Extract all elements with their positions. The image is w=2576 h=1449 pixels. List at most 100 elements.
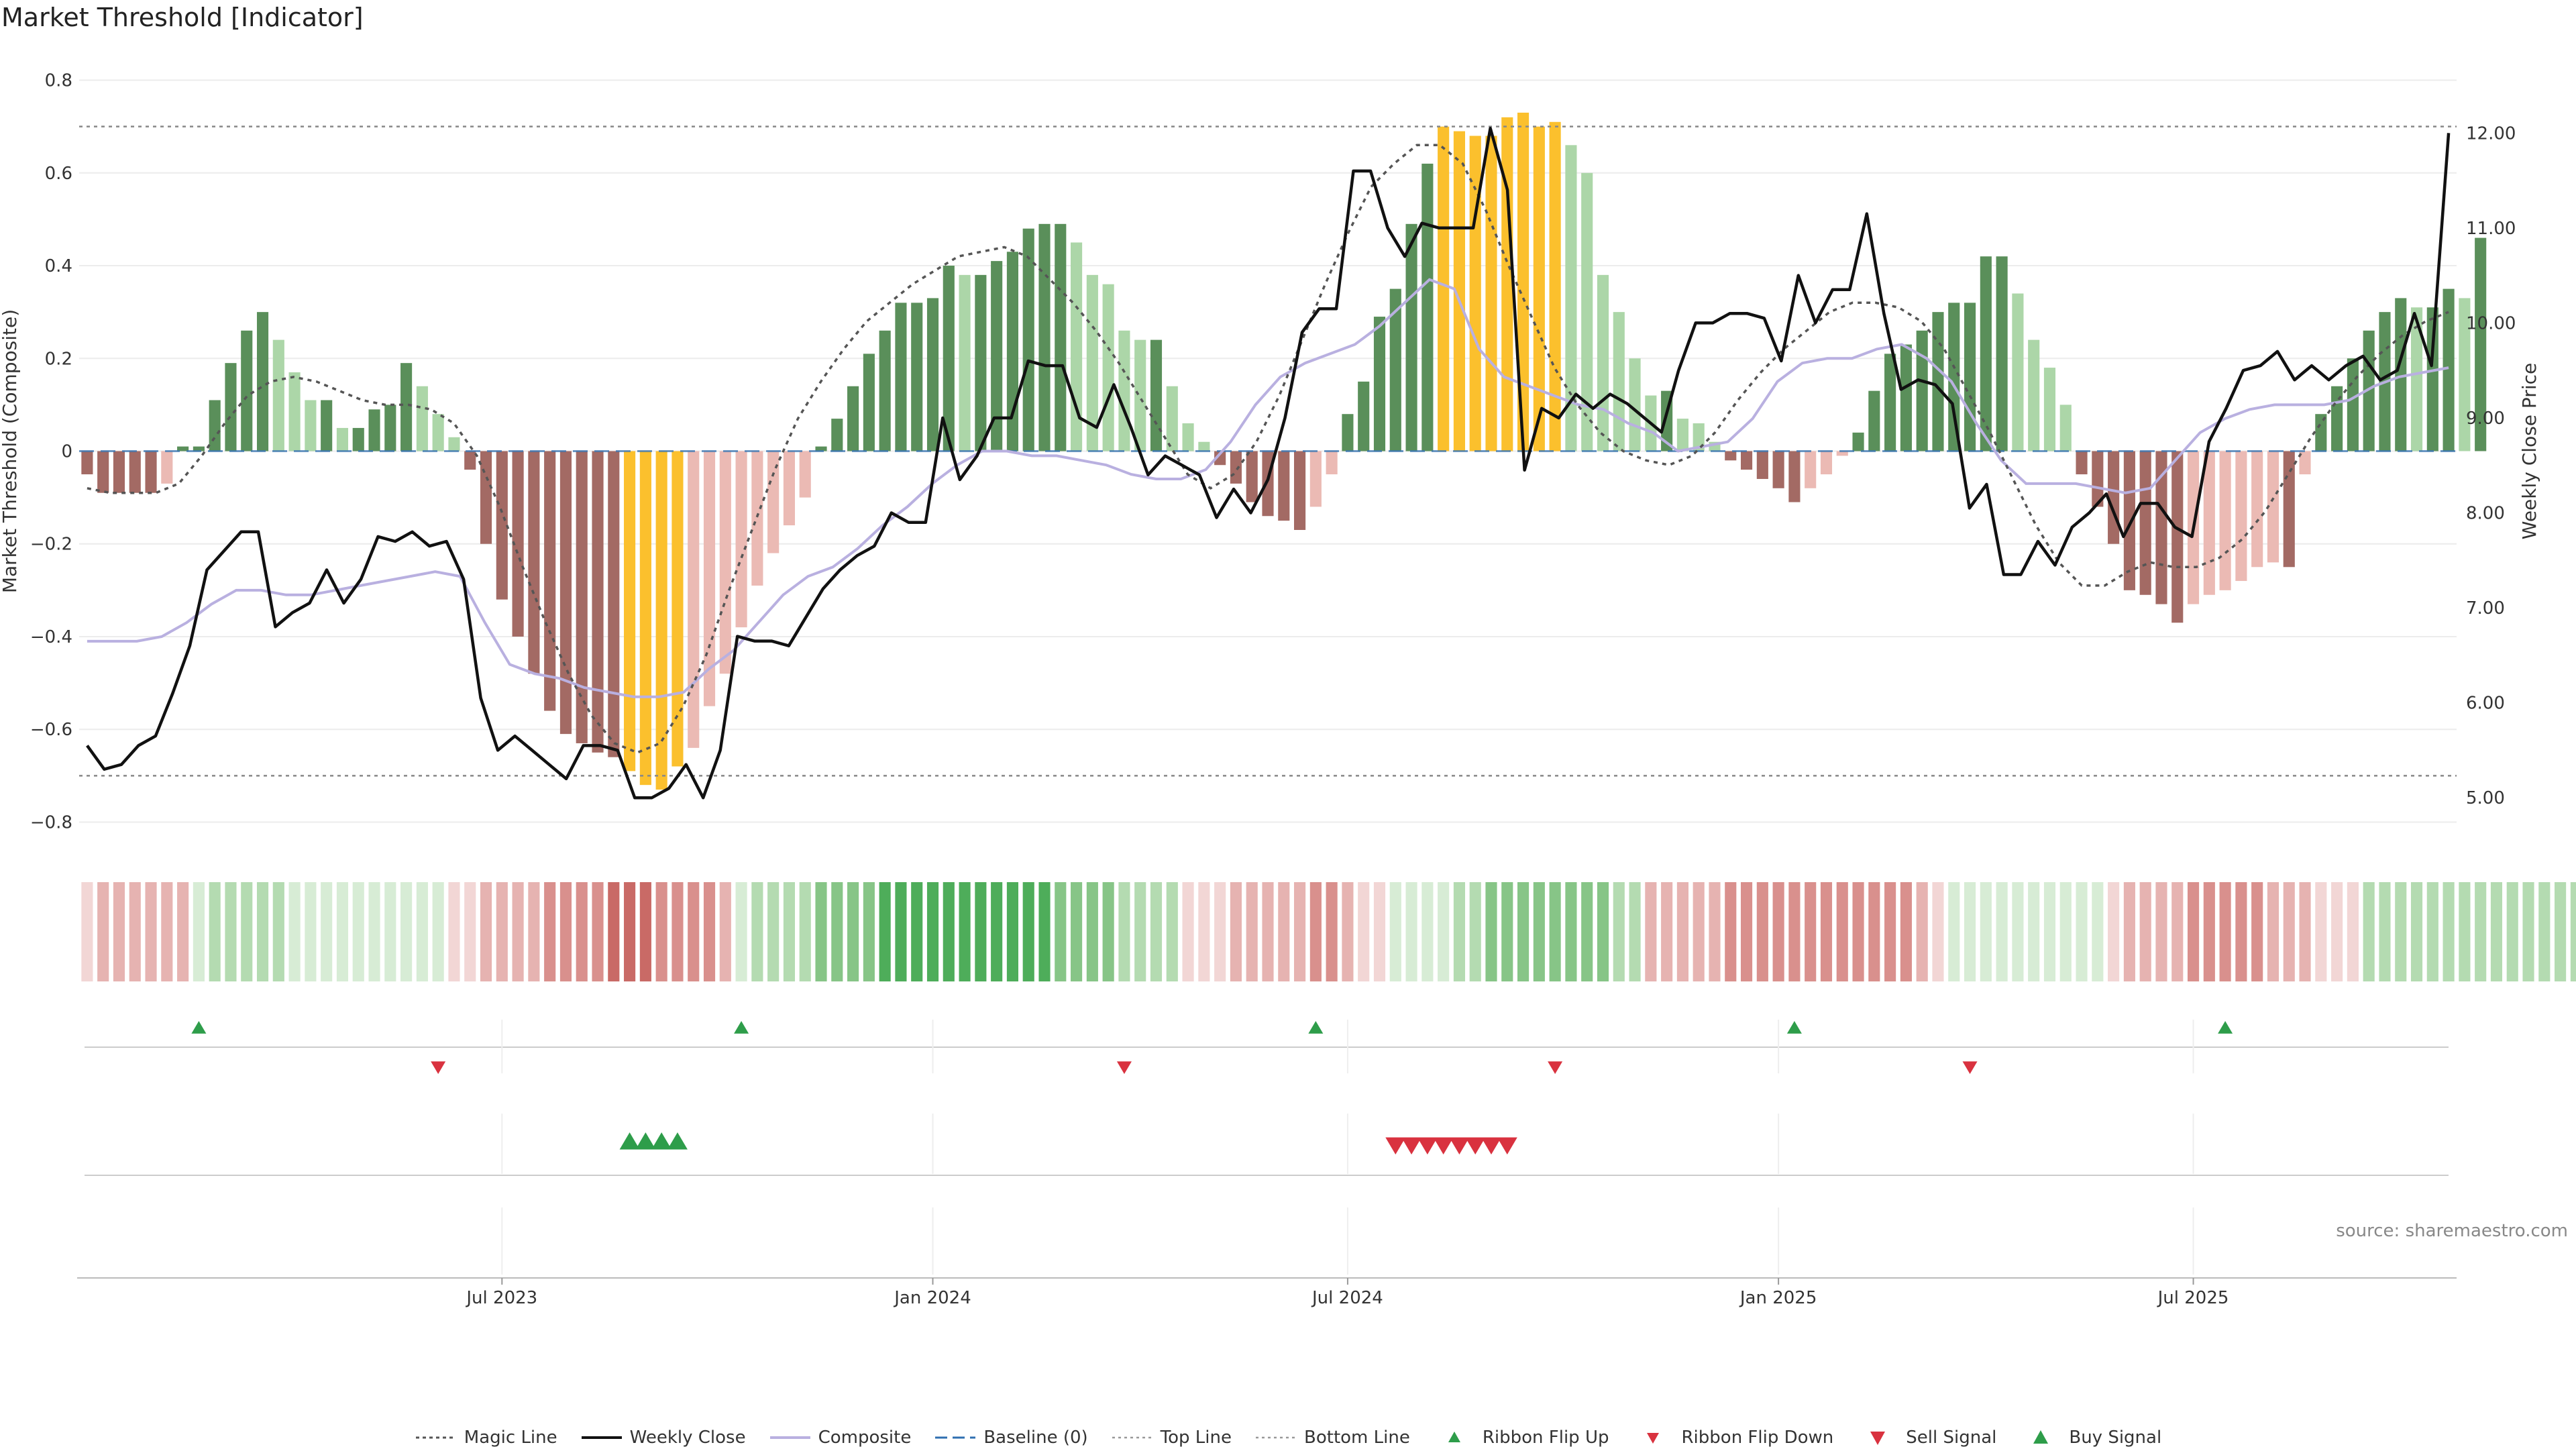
composite-bar [735, 451, 747, 628]
composite-bar [576, 451, 588, 743]
composite-bar [321, 400, 333, 451]
legend-label: Buy Signal [2069, 1428, 2162, 1448]
ribbon-cell [1309, 882, 1322, 981]
ribbon-cell [1533, 882, 1545, 981]
composite-bar [1932, 312, 1944, 451]
ribbon-cell [400, 882, 413, 981]
ribbon-cell [1214, 882, 1226, 981]
ribbon-cell [1438, 882, 1450, 981]
y-axis-label-right: Weekly Close Price [2518, 363, 2540, 539]
dotted-line-light-icon [1256, 1436, 1296, 1439]
composite-bar [1118, 330, 1130, 451]
ribbon-flip-down-marker [431, 1061, 446, 1074]
ribbon-cell [97, 882, 109, 981]
ribbon-cell [241, 882, 253, 981]
composite-bar [1948, 303, 1960, 451]
ribbon-cell [1071, 882, 1083, 981]
composite-bar [1326, 451, 1338, 475]
composite-bar [1597, 274, 1609, 451]
ribbon-flip-down-marker [1962, 1061, 1978, 1074]
composite-bar [2139, 451, 2151, 595]
ribbon-cell [639, 882, 651, 981]
composite-bar [1772, 451, 1784, 488]
ribbon-cell [1900, 882, 1912, 981]
ribbon-cell [464, 882, 476, 981]
ribbon-cell [1469, 882, 1481, 981]
ribbon-cell [1676, 882, 1688, 981]
composite-bar [815, 446, 827, 451]
composite-bar [1006, 252, 1018, 451]
ribbon-cell [2028, 882, 2040, 981]
threshold-lines [79, 125, 2457, 777]
composite-bar [512, 451, 524, 637]
ribbon-cell [1405, 882, 1417, 981]
composite-bar [400, 363, 413, 451]
ribbon-cell [1756, 882, 1768, 981]
ribbon-cell [1102, 882, 1114, 981]
ribbon-cell [2012, 882, 2024, 981]
composite-bar [1836, 451, 1848, 456]
composite-line [87, 278, 2449, 698]
ribbon-cell [1262, 882, 1274, 981]
ribbon-cell [1852, 882, 1864, 981]
ribbon-cell [1278, 882, 1290, 981]
ribbon-cell [272, 882, 284, 981]
ribbon-cell [559, 882, 572, 981]
y-tick-label-right: 6.00 [2466, 694, 2505, 714]
ribbon-flip-up-marker [2218, 1021, 2233, 1034]
composite-bar [559, 451, 572, 735]
composite-bar [2076, 451, 2088, 475]
composite-bar [2331, 386, 2343, 451]
composite-bar [926, 298, 939, 451]
composite-bar [177, 446, 189, 451]
composite-bar [1421, 163, 1434, 451]
sell-signal-marker [1449, 1137, 1470, 1155]
ribbon-cell [991, 882, 1003, 981]
ribbon-cell [783, 882, 796, 981]
ribbon-cell [2555, 882, 2567, 981]
ribbon-cell [1709, 882, 1721, 981]
ribbon-cell [799, 882, 811, 981]
ribbon-cell [2570, 882, 2576, 981]
ribbon-cell [1022, 882, 1034, 981]
ribbon-cell [2123, 882, 2135, 981]
ribbon-cell [1086, 882, 1098, 981]
x-tick-label: Jul 2025 [2157, 1288, 2229, 1308]
ribbon-cell [1294, 882, 1306, 981]
ribbon-cell [2490, 882, 2503, 981]
ribbon-cell [1964, 882, 1976, 981]
composite-bar [1453, 131, 1465, 451]
legend-label: Top Line [1160, 1428, 1232, 1448]
composite-bar [1102, 284, 1114, 451]
buy-signal-marker [619, 1132, 640, 1150]
ribbon-cell [2475, 882, 2487, 981]
ribbon-cell [2331, 882, 2343, 981]
composite-bar [1198, 441, 1210, 451]
ribbon-cell [1836, 882, 1848, 981]
ribbon-cell [735, 882, 747, 981]
weekly-close-line [86, 126, 2451, 800]
ribbon-cell [1868, 882, 1880, 981]
composite-bar [719, 451, 731, 674]
ribbon-cell [305, 882, 317, 981]
composite-bar [2123, 451, 2135, 590]
composite-bar [2410, 307, 2423, 451]
ribbon-cell [1389, 882, 1401, 981]
legend-item: Weekly Close [580, 1428, 746, 1448]
composite-bar [2299, 451, 2311, 475]
composite-bar [384, 405, 396, 451]
x-tick-label: Jul 2024 [1311, 1288, 1383, 1308]
buy-signal-marker [651, 1132, 672, 1150]
composite-bar [2012, 293, 2024, 451]
ribbon-cell [1980, 882, 1992, 981]
ribbon-cell [703, 882, 716, 981]
ribbon-cell [2283, 882, 2295, 981]
legend-item: Baseline (0) [934, 1428, 1088, 1448]
triangle-down-icon [1870, 1432, 1886, 1445]
ribbon-cell [592, 882, 604, 981]
ribbon-cell [1373, 882, 1386, 981]
composite-bar [288, 372, 301, 451]
ribbon-cell [2171, 882, 2184, 981]
composite-bar [1373, 317, 1386, 451]
buy-signal-marker [667, 1132, 688, 1150]
